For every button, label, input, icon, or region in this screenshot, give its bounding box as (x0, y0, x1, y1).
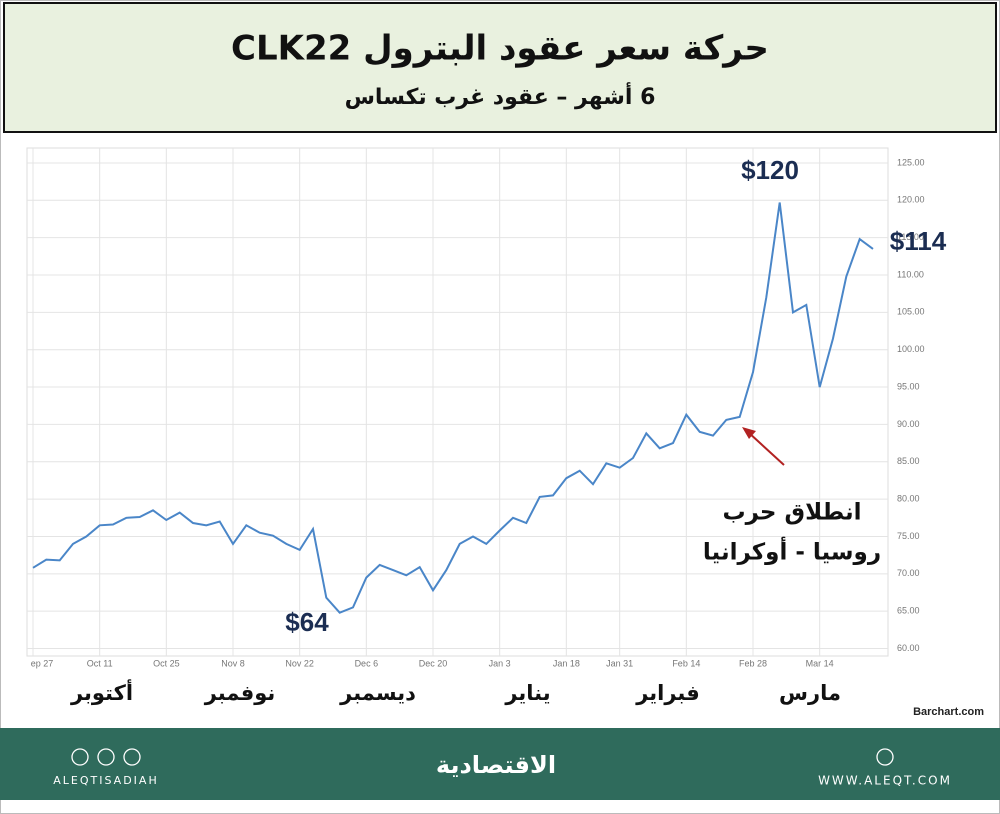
y-tick-label: 115.00 (897, 232, 924, 242)
plot-area (26, 147, 889, 657)
war-note: روسيا - أوكرانيا (703, 536, 881, 566)
price-annotation: $120 (741, 155, 799, 185)
footer-right: WWW.ALEQT.COM (818, 774, 952, 788)
y-tick-label: 90.00 (897, 419, 920, 429)
x-tick-label: Jan 3 (489, 658, 511, 668)
y-tick-label: 75.00 (897, 531, 920, 541)
plot: 60.00 65.00 70.00 75.00 80.00 85.00 90.00 95.00… (26, 147, 925, 668)
x-tick-label: Nov 22 (285, 658, 314, 668)
footer-left: ALEQTISADIAH (53, 774, 158, 787)
month-label: يناير (504, 681, 550, 705)
war-note: انطلاق حرب (723, 500, 862, 526)
footer-band (0, 728, 1000, 800)
month-label: أكتوبر (70, 678, 133, 705)
source: Barchart.com (913, 706, 984, 718)
y-tick-label: 95.00 (897, 381, 920, 391)
y-tick-label: 105.00 (897, 307, 925, 317)
x-tick-label: Jan 18 (553, 658, 580, 668)
y-tick-label: 65.00 (897, 606, 920, 616)
price-annotation: $114 (890, 226, 947, 256)
y-tick-label: 100.00 (897, 344, 925, 354)
x-tick-label: Oct 25 (153, 658, 180, 668)
x-tick-label: ep 27 (31, 658, 54, 668)
month-label: فبراير (635, 681, 700, 705)
x-tick-label: Jan 31 (606, 658, 633, 668)
y-tick-label: 85.00 (897, 456, 920, 466)
arrow-line (747, 431, 785, 466)
x-tick-label: Mar 14 (806, 658, 834, 668)
x-tick-label: Feb 28 (739, 658, 767, 668)
month-label: ديسمبر (339, 681, 416, 705)
month-label: نوفمبر (204, 681, 276, 705)
x-tick-label: Dec 6 (355, 658, 379, 668)
x-tick-label: Nov 8 (221, 658, 245, 668)
y-tick-label: 120.00 (897, 195, 925, 205)
price-line (32, 202, 874, 614)
chart-title: حركة سعر عقود البترول CLK22 (231, 29, 769, 69)
footer-logo: الاقتصادية (436, 751, 556, 779)
arrow-head (742, 427, 756, 439)
x-tick-label: Oct 11 (87, 658, 113, 668)
title-box (3, 2, 997, 133)
x-tick-label: Dec 20 (419, 658, 448, 668)
chart-subtitle: 6 أشهر – عقود غرب تكساس (345, 81, 656, 110)
price-annotation: $64 (285, 607, 329, 637)
y-tick-label: 125.00 (897, 157, 925, 167)
y-tick-label: 80.00 (897, 493, 920, 503)
social-icons (71, 748, 894, 766)
x-tick-label: Feb 14 (672, 658, 700, 668)
month-label: مارس (779, 681, 841, 705)
y-tick-label: 70.00 (897, 568, 920, 578)
y-tick-label: 110.00 (897, 269, 924, 279)
y-tick-label: 60.00 (897, 643, 920, 653)
